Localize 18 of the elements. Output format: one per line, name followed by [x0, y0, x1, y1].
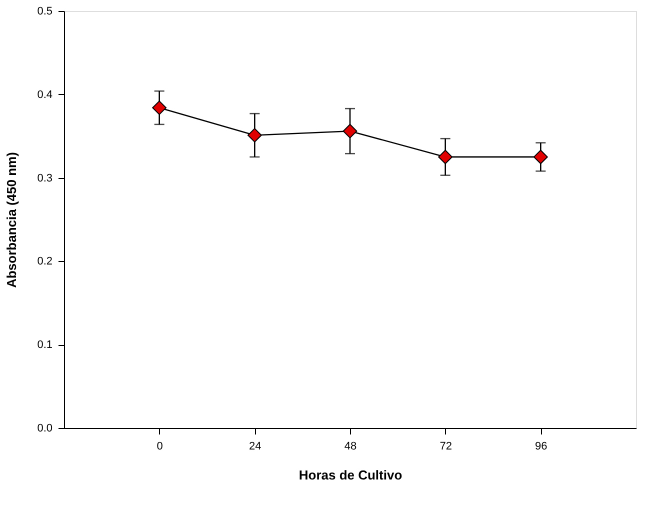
x-tick-label: 96 — [535, 440, 548, 452]
x-tick-label: 48 — [344, 440, 357, 452]
y-tick-label: 0.1 — [37, 339, 52, 352]
y-tick-label: 0.5 — [37, 6, 52, 18]
point — [438, 150, 453, 164]
y-axis-title: Absorbancia (450 nm) — [4, 152, 20, 288]
y-tick-label: 0.2 — [37, 256, 52, 268]
point — [533, 150, 548, 164]
x-tick-label: 72 — [440, 440, 452, 452]
x-axis-title: Horas de Cultivo — [298, 468, 402, 482]
y-tick-label: 0.4 — [37, 88, 52, 101]
point — [152, 100, 167, 115]
point — [247, 128, 262, 142]
y-tick-label: 0.3 — [37, 172, 52, 184]
point — [342, 124, 358, 138]
x-tick-label: 0 — [156, 440, 163, 452]
y-tick-label: 0.0 — [37, 422, 52, 434]
x-tick-label: 24 — [249, 440, 262, 452]
